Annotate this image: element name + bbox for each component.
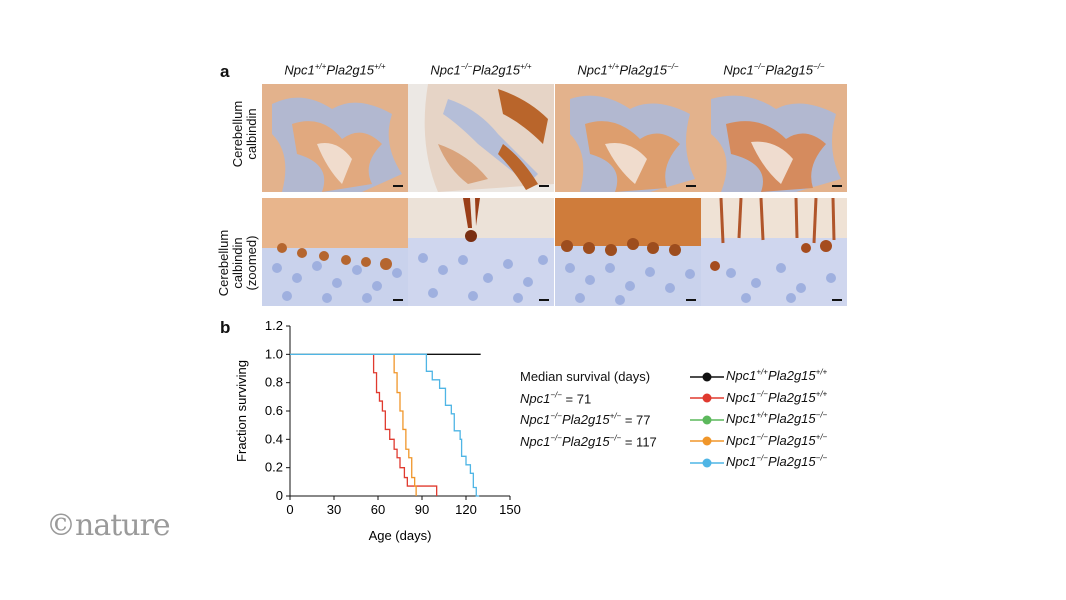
x-tick-label: 120 [455,502,477,517]
column-title-1: Npc1+/+Pla2g15+/+ [284,62,386,78]
legend-entry-2: Npc1+/+Pla2g15−/− [690,411,827,426]
panel-a-letter: a [220,62,230,81]
legend-entry-0: Npc1+/+Pla2g15+/+ [690,368,827,383]
y-tick-label: 1.2 [265,318,283,333]
y-tick-label: 0.6 [265,403,283,418]
micrograph-cerebellum-wt [262,84,408,192]
row-label-cerebellum-zoomed: Cerebellum calbindin (zoomed) [216,229,259,297]
median-survival-npc1: Npc1−/− = 71 [520,391,592,407]
nature-logo: ©nature [46,508,171,543]
micrograph-cerebellum-npc1-ko [408,84,554,192]
y-tick-label: 0 [276,488,283,503]
column-title-2: Npc1−/−Pla2g15+/+ [430,62,532,78]
row-label-cerebellum: Cerebellum calbindin [230,100,259,168]
column-title-3: Npc1+/+Pla2g15−/− [577,62,679,78]
micrograph-zoomed-wt [262,198,408,306]
y-tick-label: 0.8 [265,375,283,390]
micrograph-zoomed-pla2g15-ko [555,198,701,306]
legend-label: Npc1−/−Pla2g15+/− [726,432,828,448]
micrograph-zoomed-npc1-ko [408,198,554,306]
legend-label: Npc1−/−Pla2g15−/− [726,454,828,470]
median-survival-title: Median survival (days) [520,369,651,384]
legend-swatch [690,372,724,382]
x-tick-label: 30 [327,502,341,517]
legend-entry-1: Npc1−/−Pla2g15+/+ [690,390,827,405]
survival-curve-4 [290,353,480,497]
panel-b-letter: b [220,318,231,337]
x-tick-label: 90 [415,502,429,517]
y-tick-label: 0.4 [265,431,283,446]
micrograph-zoomed-double-ko [701,198,847,306]
legend-entry-3: Npc1−/−Pla2g15+/− [690,433,827,448]
legend-entry-4: Npc1−/−Pla2g15−/− [690,454,827,469]
legend-swatch [690,415,724,425]
median-survival-double-ko: Npc1−/−Pla2g15−/− = 117 [520,434,657,450]
survival-curve-1 [290,353,438,496]
legend-swatch [690,458,724,468]
y-tick-label: 0.2 [265,460,283,475]
legend-swatch [690,436,724,446]
legend-label: Npc1−/−Pla2g15+/+ [726,389,828,405]
survival-chart: 0 0.2 0.4 0.6 0.8 1.0 1.2 0 30 60 90 120 150 Fractio… [234,318,521,543]
legend-label: Npc1+/+Pla2g15+/+ [726,368,828,384]
x-tick-label: 0 [286,502,293,517]
micrograph-cerebellum-pla2g15-ko [555,84,701,192]
y-axis-label: Fraction surviving [234,360,249,462]
legend-swatch [690,393,724,403]
x-tick-label: 150 [499,502,521,517]
survival-curve-3 [290,353,417,496]
x-axis-label: Age (days) [369,528,432,543]
median-survival-npc1-pla2g15-het: Npc1−/−Pla2g15+/− = 77 [520,412,651,428]
column-title-4: Npc1−/−Pla2g15−/− [723,62,825,78]
micrograph-cerebellum-double-ko [701,84,847,192]
y-tick-label: 1.0 [265,346,283,361]
legend-label: Npc1+/+Pla2g15−/− [726,411,828,427]
x-tick-label: 60 [371,502,385,517]
